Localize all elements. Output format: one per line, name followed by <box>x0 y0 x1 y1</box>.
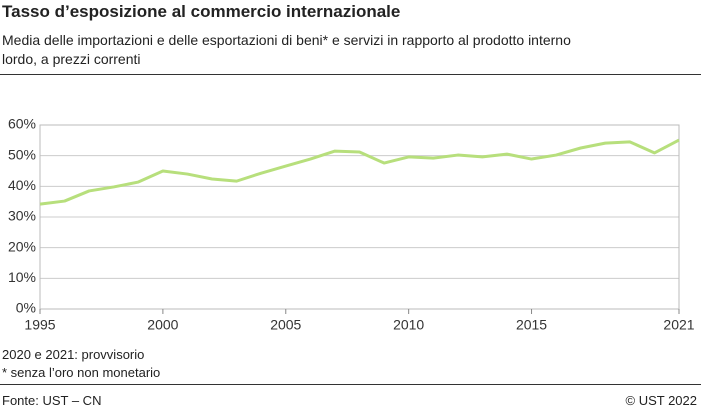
y-tick-label: 60% <box>8 116 36 132</box>
y-tick-label: 0% <box>16 300 36 316</box>
y-tick-label: 30% <box>8 208 36 224</box>
x-tick-label: 2000 <box>147 317 178 333</box>
x-tick-label: 1995 <box>24 317 55 333</box>
x-tick-label: 2005 <box>270 317 301 333</box>
y-tick-label: 20% <box>8 238 36 254</box>
note: 2020 e 2021: provvisorio <box>2 347 145 362</box>
y-tick-label: 50% <box>8 146 36 162</box>
rule <box>0 384 701 385</box>
chart-subtitle: Media delle importazioni e delle esporta… <box>2 32 571 67</box>
rule <box>0 74 701 75</box>
chart: 0% 10% 20% 30% 40% 50% 60% 1995 2000 2005 2010 2015… <box>8 116 695 333</box>
x-tick-label: 2010 <box>393 317 424 333</box>
x-tick-label: 2015 <box>516 317 547 333</box>
copyright: © UST 2022 <box>625 393 698 408</box>
plot-frame <box>39 124 680 310</box>
note: * senza l’oro non monetario <box>2 365 161 380</box>
y-tick-label: 40% <box>8 177 36 193</box>
chart-title: Tasso d’esposizione al commercio interna… <box>2 2 401 21</box>
source: Fonte: UST – CN <box>2 393 102 408</box>
x-tick-label: 2021 <box>663 317 694 333</box>
y-tick-label: 10% <box>8 269 36 285</box>
line <box>39 138 680 206</box>
